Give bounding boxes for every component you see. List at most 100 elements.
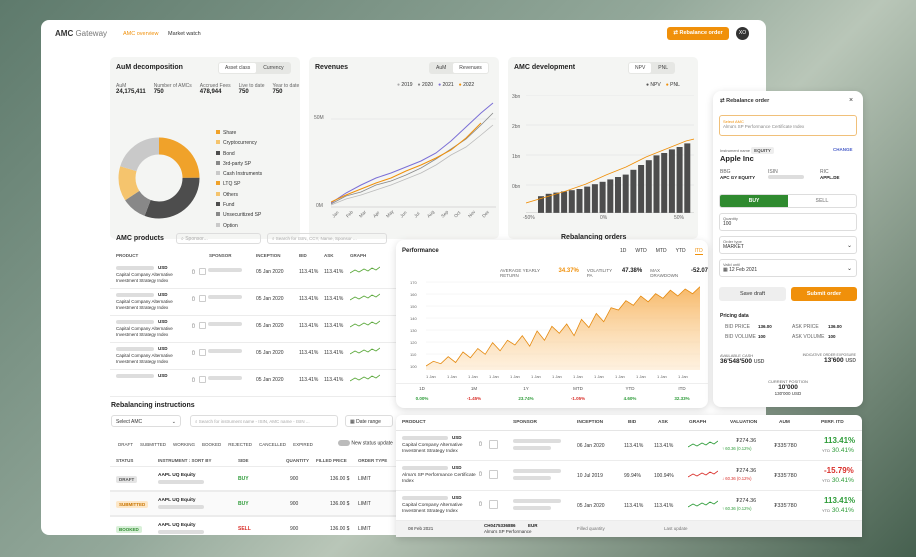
document-icon[interactable]: ▯: [192, 377, 195, 383]
pnl-line[interactable]: [526, 138, 694, 204]
big-col-bid[interactable]: BID: [628, 420, 637, 425]
npv-bar[interactable]: [653, 155, 660, 213]
legend-item[interactable]: 3rd-party SP: [216, 159, 262, 169]
npv-bar[interactable]: [576, 189, 583, 213]
period-1d[interactable]: 1D: [620, 248, 627, 254]
legend-item[interactable]: Others: [216, 190, 262, 200]
legend-item[interactable]: Cryptocurrency: [216, 138, 262, 148]
filter-working[interactable]: WORKING: [173, 442, 196, 447]
instructions-search-input[interactable]: ⌕ Search for instrument name - ISIN, AMC…: [190, 415, 338, 427]
col-instrument[interactable]: INSTRUMENT : SORT BY: [158, 458, 212, 463]
line-2020[interactable]: [331, 112, 494, 205]
npv-bar[interactable]: [622, 174, 629, 213]
change-instrument-link[interactable]: CHANGE: [833, 147, 853, 152]
big-col-product[interactable]: PRODUCT: [402, 420, 426, 425]
partial-row[interactable]: CH0475336886 EUR Alma's SP Performance 08 F…: [396, 521, 862, 537]
line-2019[interactable]: [331, 124, 494, 206]
avatar[interactable]: XO: [736, 27, 749, 40]
npv-bar[interactable]: [668, 149, 675, 213]
date-range-button[interactable]: ▦ Date range: [345, 415, 393, 427]
minus-button[interactable]: [199, 268, 206, 275]
npv-bar[interactable]: [676, 147, 683, 213]
donut-segment-cash[interactable]: [118, 137, 200, 219]
toggle-currency[interactable]: Currency: [263, 65, 284, 71]
close-icon[interactable]: ×: [849, 97, 854, 104]
npv-bar[interactable]: [645, 160, 652, 213]
big-table-row[interactable]: USD Capital Company Alternative Investmen…: [396, 431, 862, 461]
line-2021[interactable]: [331, 102, 494, 204]
toggle-pnl[interactable]: PNL: [658, 65, 669, 71]
npv-bar[interactable]: [584, 186, 591, 213]
legend-item[interactable]: Share: [216, 128, 262, 138]
npv-bar[interactable]: [661, 153, 668, 213]
perf-area[interactable]: [426, 286, 700, 370]
order-type-select[interactable]: Order type MARKET ⌄: [719, 236, 857, 254]
big-col-aum[interactable]: AUM: [779, 420, 790, 425]
amc-select[interactable]: Select AMC Alma's SP Performance Certifi…: [719, 115, 857, 136]
npv-bar[interactable]: [568, 190, 575, 213]
save-draft-button[interactable]: Save draft: [719, 287, 786, 301]
instruction-row[interactable]: DRAFT AAPL UQ Equity BUY 900 136.00 $ LIMIT: [110, 466, 440, 491]
minus-button[interactable]: [199, 295, 206, 302]
select-amc[interactable]: Select AMC ⌄: [111, 415, 181, 427]
document-icon[interactable]: ▯: [192, 296, 195, 302]
product-row[interactable]: USD Capital Company Alternative Investmen…: [110, 262, 400, 289]
document-icon[interactable]: ▯: [192, 323, 195, 329]
new-status-toggle[interactable]: New status update: [338, 440, 393, 446]
filter-rejected[interactable]: REJECTED: [228, 442, 253, 447]
npv-bar[interactable]: [591, 184, 598, 213]
period-mtd[interactable]: MTD: [655, 248, 667, 254]
document-icon[interactable]: ▯: [479, 441, 482, 447]
minus-button[interactable]: [489, 470, 498, 479]
minus-button[interactable]: [199, 376, 206, 383]
npv-bar[interactable]: [638, 165, 645, 213]
toggle-asset-class[interactable]: Asset class: [219, 63, 257, 73]
col-inception[interactable]: INCEPTION: [256, 253, 281, 258]
col-filled-price[interactable]: FILLED PRICE: [316, 458, 347, 463]
product-row[interactable]: USD Capital Company Alternative Investmen…: [110, 289, 400, 316]
col-graph[interactable]: GRAPH: [350, 253, 367, 258]
npv-bar[interactable]: [630, 169, 637, 213]
big-col-ask[interactable]: ASK: [658, 420, 669, 425]
minus-button[interactable]: [489, 440, 498, 449]
col-sponsor[interactable]: SPONSOR: [209, 253, 232, 258]
legend-item[interactable]: Cash Instruments: [216, 169, 262, 179]
valid-until-field[interactable]: Valid until ▦ 12 Feb 2021 ⌄: [719, 259, 857, 277]
col-order-type[interactable]: ORDER TYPE: [358, 458, 388, 463]
col-status[interactable]: STATUS: [116, 458, 134, 463]
nav-market-watch[interactable]: Market watch: [168, 31, 201, 37]
buy-button[interactable]: BUY: [720, 195, 788, 207]
npv-bar[interactable]: [561, 191, 568, 213]
submit-order-button[interactable]: Submit order: [791, 287, 857, 301]
products-search-input[interactable]: ⌕ Search for ISIN, CCY, Name, Sponsor ..…: [267, 233, 387, 244]
document-icon[interactable]: ▯: [479, 501, 482, 507]
donut-segment-3rd-party[interactable]: [118, 137, 200, 219]
legend-item[interactable]: Bond: [216, 149, 262, 159]
big-col-inception[interactable]: INCEPTION: [577, 420, 604, 425]
npv-bar[interactable]: [545, 193, 552, 213]
document-icon[interactable]: ▯: [192, 350, 195, 356]
filter-booked[interactable]: BOOKED: [202, 442, 222, 447]
big-table-row[interactable]: USD Alma's SP Performance Certificate Ind…: [396, 461, 862, 491]
rebalance-order-button[interactable]: ⇄ Rebalance order: [667, 27, 729, 40]
line-2022[interactable]: [331, 122, 482, 203]
product-row[interactable]: USD Capital Company Alternative Investmen…: [110, 316, 400, 343]
big-col-perf-itd[interactable]: PERF. ITD: [821, 420, 844, 425]
period-ytd[interactable]: YTD: [675, 248, 686, 254]
big-col-graph[interactable]: GRAPH: [689, 420, 707, 425]
big-table-row[interactable]: USD Capital Company Alternative Investmen…: [396, 491, 862, 521]
filter-cancelled[interactable]: CANCELLED: [259, 442, 287, 447]
nav-amc-overview[interactable]: AMC overview: [123, 31, 159, 37]
toggle-revenues[interactable]: Revenues: [453, 63, 488, 73]
product-row[interactable]: USD ▯ 05 Jan 2020 113.41% 113.41%: [110, 370, 400, 397]
minus-button[interactable]: [199, 322, 206, 329]
legend-item[interactable]: Option: [216, 221, 262, 231]
col-side[interactable]: SIDE: [238, 458, 249, 463]
col-product[interactable]: PRODUCT: [116, 253, 139, 258]
sell-button[interactable]: SELL: [815, 198, 829, 204]
instruction-row[interactable]: SUBMITTED AAPL UQ Equity BUY 900 136.00 $ LIM…: [110, 491, 440, 516]
toggle-aum[interactable]: AuM: [436, 65, 447, 71]
toggle-npv[interactable]: NPV: [629, 63, 652, 73]
period-wtd[interactable]: WTD: [635, 248, 647, 254]
quantity-field[interactable]: Quantity 100: [719, 213, 857, 231]
